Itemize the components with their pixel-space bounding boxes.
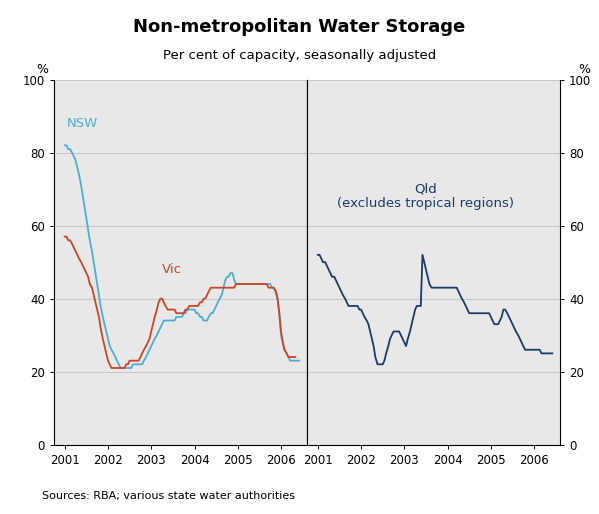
Text: Vic: Vic — [162, 263, 182, 276]
Text: Per cent of capacity, seasonally adjusted: Per cent of capacity, seasonally adjuste… — [163, 49, 436, 62]
Text: Qld
(excludes tropical regions): Qld (excludes tropical regions) — [337, 182, 515, 210]
Text: %: % — [36, 63, 48, 76]
Text: Sources: RBA; various state water authorities: Sources: RBA; various state water author… — [42, 491, 295, 501]
Text: %: % — [578, 63, 590, 76]
Text: Non-metropolitan Water Storage: Non-metropolitan Water Storage — [134, 18, 465, 36]
Text: NSW: NSW — [67, 117, 98, 130]
